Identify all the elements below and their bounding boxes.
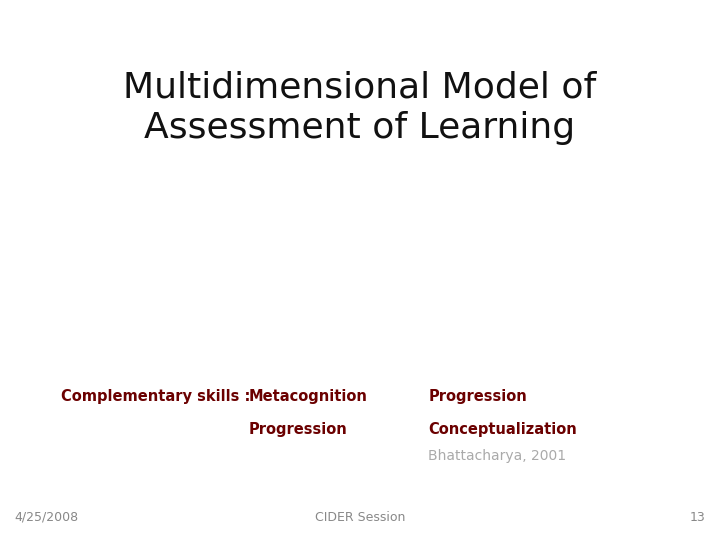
- Text: Complementary skills :: Complementary skills :: [61, 389, 251, 404]
- Text: Metacognition: Metacognition: [248, 389, 367, 404]
- Text: Bhattacharya, 2001: Bhattacharya, 2001: [428, 449, 567, 463]
- Text: CIDER Session: CIDER Session: [315, 511, 405, 524]
- Text: Progression: Progression: [428, 389, 527, 404]
- Text: Conceptualization: Conceptualization: [428, 422, 577, 437]
- Text: 13: 13: [690, 511, 706, 524]
- Text: Progression: Progression: [248, 422, 347, 437]
- Text: Multidimensional Model of
Assessment of Learning: Multidimensional Model of Assessment of …: [123, 70, 597, 145]
- Text: 4/25/2008: 4/25/2008: [14, 511, 78, 524]
